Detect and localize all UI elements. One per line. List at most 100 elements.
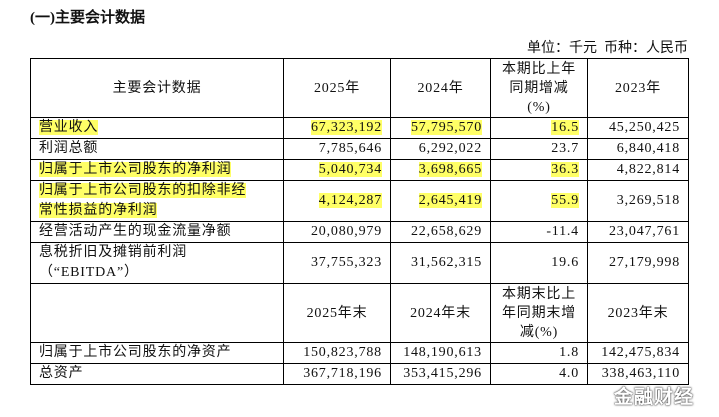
value-cell: 1.8 [490,342,588,364]
header-cell: 2023年末 [587,283,689,343]
cell-text: 338,463,110 [601,366,680,381]
cell-text: 148,190,613 [403,345,482,360]
header-cell: 本期比上年 同期增减 (%) [490,58,588,118]
header-cell: 2024年 [390,58,491,118]
value-cell: 67,323,192 [283,117,391,139]
cell-text: 6,840,418 [616,141,680,156]
cell-text: 归属于上市公司股东的扣除非经 常性损益的净利润 [39,183,247,218]
cell-text: 22,658,629 [411,224,482,239]
cell-text: 2,645,419 [418,193,482,208]
header-cell: 2025年 [283,58,391,118]
cell-text: 经营活动产生的现金流量净额 [39,224,232,239]
header-cell: 2024年末 [390,283,491,343]
data-row: 营业收入 67,323,192 57,795,570 16.5 45,250,425 [30,117,689,139]
unit-note: 单位：千元 币种：人民币 [527,41,688,56]
cell-text: 16.5 [551,120,579,135]
cell-text: 7,785,646 [318,141,382,156]
row-label: 利润总额 [30,138,284,160]
header-row: 2025年末 2024年末 本期末比上 年同期末增 减(%) 2023年末 [30,283,689,343]
cell-text: 3,698,665 [418,162,482,177]
data-row: 经营活动产生的现金流量净额 20,080,979 22,658,629 -11.4 23… [30,221,689,243]
cell-text: 367,718,196 [303,366,382,381]
cell-text: -11.4 [546,224,579,239]
cell-text: 营业收入 [39,120,99,135]
row-label: 归属于上市公司股东的扣除非经 常性损益的净利润 [30,180,284,222]
row-label: 归属于上市公司股东的净利润 [30,159,284,181]
row-label: 总资产 [30,363,284,385]
value-cell: -11.4 [490,221,588,243]
value-cell: 3,269,518 [587,180,689,222]
header-cell: 主要会计数据 [30,58,284,118]
row-label: 归属于上市公司股东的净资产 [30,342,284,364]
cell-text: 4,822,814 [616,162,680,177]
cell-text: 总资产 [39,366,84,381]
value-cell: 31,562,315 [390,242,491,284]
data-row: 利润总额 7,785,646 6,292,022 23.7 6,840,418 [30,138,689,160]
cell-text: 3,269,518 [616,193,680,208]
row-label: 经营活动产生的现金流量净额 [30,221,284,243]
section-title: (一)主要会计数据 [30,10,145,26]
value-cell: 4,124,287 [283,180,391,222]
value-cell: 4.0 [490,363,588,385]
cell-text: 利润总额 [39,141,99,156]
cell-text: 57,795,570 [411,120,482,135]
cell-text: 息税折旧及摊销前利润 （“EBITDA”） [39,245,187,280]
data-row: 归属于上市公司股东的净资产 150,823,788 148,190,613 1.8 14… [30,342,689,364]
value-cell: 367,718,196 [283,363,391,385]
cell-text: 353,415,296 [403,366,482,381]
cell-text: 150,823,788 [303,345,382,360]
value-cell: 3,698,665 [390,159,491,181]
cell-text: 36.3 [551,162,579,177]
value-cell: 7,785,646 [283,138,391,160]
cell-text: 23,047,761 [609,224,680,239]
value-cell: 338,463,110 [587,363,689,385]
value-cell: 36.3 [490,159,588,181]
cell-text: 19.6 [551,255,579,270]
cell-text: 归属于上市公司股东的净资产 [39,345,232,360]
value-cell: 2,645,419 [390,180,491,222]
header-cell [30,283,284,343]
cell-text: 31,562,315 [411,255,482,270]
cell-text: 27,179,998 [609,255,680,270]
value-cell: 142,475,834 [587,342,689,364]
cell-text: 6,292,022 [418,141,482,156]
cell-text: 45,250,425 [609,120,680,135]
value-cell: 19.6 [490,242,588,284]
data-row: 息税折旧及摊销前利润 （“EBITDA”） 37,755,323 31,562,31… [30,242,689,284]
value-cell: 20,080,979 [283,221,391,243]
value-cell: 16.5 [490,117,588,139]
value-cell: 4,822,814 [587,159,689,181]
value-cell: 37,755,323 [283,242,391,284]
cell-text: 142,475,834 [601,345,680,360]
value-cell: 55.9 [490,180,588,222]
value-cell: 5,040,734 [283,159,391,181]
cell-text: 20,080,979 [311,224,382,239]
cell-text: 4,124,287 [318,193,382,208]
cell-text: 归属于上市公司股东的净利润 [39,162,232,177]
header-cell: 本期末比上 年同期末增 减(%) [490,283,588,343]
watermark: 金融财经 [614,387,695,408]
value-cell: 23.7 [490,138,588,160]
data-row: 总资产 367,718,196 353,415,296 4.0 338,463,110 [30,363,689,385]
value-cell: 23,047,761 [587,221,689,243]
data-row: 归属于上市公司股东的净利润 5,040,734 3,698,665 36.3 4,822… [30,159,689,181]
cell-text: 4.0 [559,366,579,381]
accounting-table: 主要会计数据 2025年 2024年 本期比上年 同期增减 (%) 2023年 … [30,58,689,385]
value-cell: 22,658,629 [390,221,491,243]
header-row: 主要会计数据 2025年 2024年 本期比上年 同期增减 (%) 2023年 [30,58,689,118]
data-row: 归属于上市公司股东的扣除非经 常性损益的净利润 4,124,287 2,645,41… [30,180,689,222]
cell-text: 23.7 [551,141,579,156]
value-cell: 57,795,570 [390,117,491,139]
cell-text: 1.8 [559,345,579,360]
cell-text: 67,323,192 [311,120,382,135]
value-cell: 45,250,425 [587,117,689,139]
cell-text: 37,755,323 [311,255,382,270]
header-cell: 2023年 [587,58,689,118]
value-cell: 148,190,613 [390,342,491,364]
value-cell: 6,292,022 [390,138,491,160]
cell-text: 5,040,734 [318,162,382,177]
cell-text: 55.9 [551,193,579,208]
row-label: 息税折旧及摊销前利润 （“EBITDA”） [30,242,284,284]
header-cell: 2025年末 [283,283,391,343]
